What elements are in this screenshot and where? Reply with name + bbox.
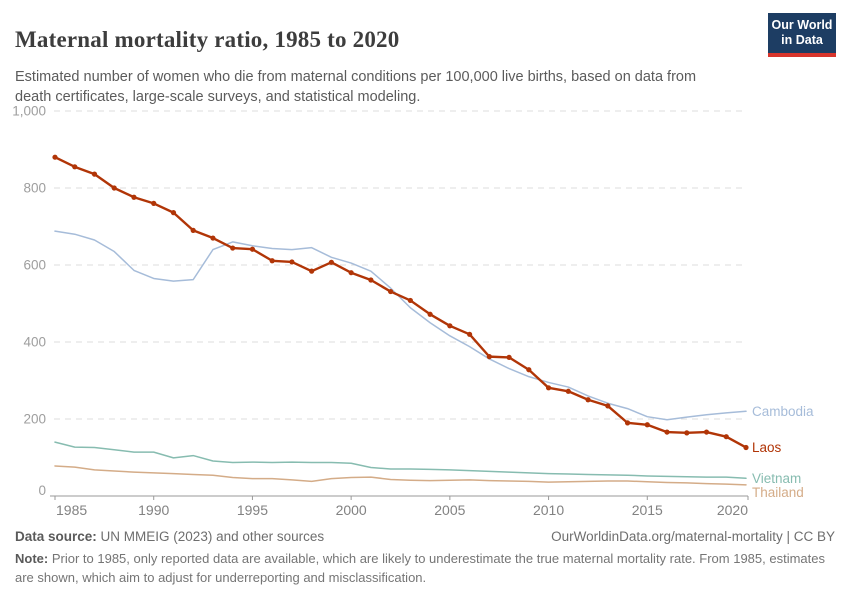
series-point-laos-2009[interactable] xyxy=(526,367,532,373)
series-point-laos-1986[interactable] xyxy=(72,164,78,170)
series-point-laos-2000[interactable] xyxy=(348,270,354,276)
page-title: Maternal mortality ratio, 1985 to 2020 xyxy=(15,27,400,53)
series-point-laos-2002[interactable] xyxy=(388,288,394,295)
series-point-laos-2020[interactable] xyxy=(743,444,749,451)
footer-note-text: Prior to 1985, only reported data are av… xyxy=(15,551,826,585)
series-point-laos-2007[interactable] xyxy=(486,354,492,360)
x-tick-label-2020: 2020 xyxy=(717,502,748,518)
series-point-laos-1996[interactable] xyxy=(269,258,275,264)
series-point-laos-2019[interactable] xyxy=(723,434,729,440)
series-point-laos-2014[interactable] xyxy=(624,420,631,426)
x-tick-label-1985: 1985 xyxy=(56,502,87,518)
y-tick-label-800: 800 xyxy=(23,181,46,196)
series-point-laos-1995[interactable] xyxy=(249,246,256,252)
series-label-cambodia[interactable]: Cambodia xyxy=(752,404,814,419)
series-point-laos-1989[interactable] xyxy=(131,194,137,200)
series-point-laos-1992[interactable] xyxy=(190,227,196,233)
series-line-laos[interactable] xyxy=(53,155,748,449)
y-tick-label-600: 600 xyxy=(23,258,46,273)
series-label-laos[interactable]: Laos xyxy=(752,440,782,455)
series-point-laos-1999[interactable] xyxy=(328,259,334,265)
series-point-laos-1990[interactable] xyxy=(151,200,157,206)
data-source-value: UN MMEIG (2023) and other sources xyxy=(100,529,325,544)
y-tick-label-0: 0 xyxy=(38,483,46,498)
series-point-laos-2017[interactable] xyxy=(684,430,690,436)
series-line-thailand[interactable] xyxy=(54,465,747,486)
data-source-label: Data source: xyxy=(15,529,97,544)
x-tick-label-2010: 2010 xyxy=(533,502,564,518)
x-tick-label-1995: 1995 xyxy=(237,502,268,518)
chart-subtitle: Estimated number of women who die from m… xyxy=(15,68,697,105)
x-tick-label-2015: 2015 xyxy=(632,502,663,518)
owid-credit-link[interactable]: OurWorldinData.org/maternal-mortality | … xyxy=(551,529,835,544)
y-tick-label-1000: 1,000 xyxy=(12,104,46,119)
series-line-cambodia[interactable] xyxy=(54,230,747,421)
series-label-vietnam[interactable]: Vietnam xyxy=(752,471,801,486)
series-point-laos-2012[interactable] xyxy=(585,397,591,403)
x-tick-label-1990: 1990 xyxy=(138,502,169,518)
series-point-laos-1985[interactable] xyxy=(52,154,58,160)
series-point-laos-2004[interactable] xyxy=(427,311,433,317)
owid-logo[interactable]: Our World in Data xyxy=(768,13,836,57)
series-point-laos-2016[interactable] xyxy=(664,429,670,435)
series-point-laos-2018[interactable] xyxy=(703,429,710,435)
series-point-laos-1998[interactable] xyxy=(309,268,315,274)
series-line-vietnam[interactable] xyxy=(54,441,747,480)
owid-logo-line1: Our World xyxy=(771,18,833,32)
chart-footer: Data source: UN MMEIG (2023) and other s… xyxy=(15,529,835,588)
series-point-laos-1994[interactable] xyxy=(230,245,236,251)
series-point-laos-2005[interactable] xyxy=(447,323,453,329)
series-point-laos-1993[interactable] xyxy=(210,235,216,241)
series-point-laos-2006[interactable] xyxy=(467,331,473,337)
series-point-laos-1991[interactable] xyxy=(170,210,177,216)
y-tick-label-200: 200 xyxy=(23,412,46,427)
series-point-laos-2008[interactable] xyxy=(506,354,512,360)
y-tick-label-400: 400 xyxy=(23,335,46,350)
data-source-line: Data source: UN MMEIG (2023) and other s… xyxy=(15,529,324,544)
series-point-laos-1997[interactable] xyxy=(289,259,295,265)
series-point-laos-1987[interactable] xyxy=(91,171,98,177)
x-tick-label-2000: 2000 xyxy=(336,502,367,518)
footer-note-label: Note: xyxy=(15,551,49,566)
series-point-laos-2011[interactable] xyxy=(565,388,571,394)
series-point-laos-2003[interactable] xyxy=(407,297,413,304)
series-point-laos-2015[interactable] xyxy=(644,422,650,428)
series-label-thailand[interactable]: Thailand xyxy=(752,485,804,500)
footer-note: Note: Prior to 1985, only reported data … xyxy=(15,550,835,588)
x-tick-label-2005: 2005 xyxy=(434,502,465,518)
series-point-laos-2013[interactable] xyxy=(605,403,611,409)
series-point-laos-1988[interactable] xyxy=(111,185,117,191)
owid-logo-line2: in Data xyxy=(781,33,823,48)
series-point-laos-2001[interactable] xyxy=(368,277,374,283)
series-point-laos-2010[interactable] xyxy=(545,385,552,391)
